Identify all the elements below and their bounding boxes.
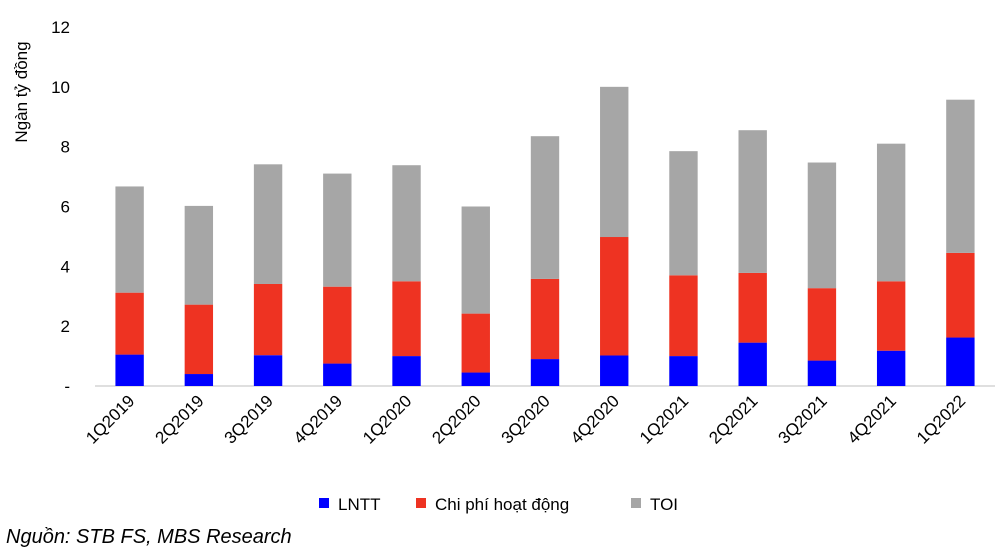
x-tick-label: 1Q2019 bbox=[82, 391, 138, 447]
bar-segment bbox=[807, 162, 837, 289]
bar-segment bbox=[392, 356, 421, 386]
legend-swatch bbox=[631, 498, 641, 508]
bar-segment bbox=[461, 372, 490, 386]
x-tick-label: 3Q2021 bbox=[775, 391, 831, 447]
bar-segment bbox=[807, 288, 837, 361]
bar-segment bbox=[184, 304, 214, 375]
bar-segment bbox=[669, 356, 698, 386]
x-tick-label: 2Q2019 bbox=[151, 391, 207, 447]
bar-segment bbox=[115, 186, 144, 293]
x-tick-label: 3Q2020 bbox=[498, 391, 554, 447]
bar-segment bbox=[876, 350, 906, 386]
x-tick-label: 3Q2019 bbox=[221, 391, 277, 447]
bar-segment bbox=[946, 252, 975, 338]
bar-segment bbox=[323, 363, 352, 386]
bar-segment bbox=[738, 130, 767, 273]
bar-segment bbox=[876, 143, 906, 282]
bar-segment bbox=[600, 237, 629, 356]
bar-segment bbox=[323, 173, 352, 287]
x-tick-label: 1Q2021 bbox=[636, 391, 692, 447]
bar-segment bbox=[876, 281, 906, 351]
bar-segment bbox=[738, 342, 767, 386]
bar-segment bbox=[461, 206, 490, 314]
source-note: Nguồn: STB FS, MBS Research bbox=[6, 526, 292, 548]
y-tick-label: 4 bbox=[61, 257, 70, 276]
bar-segment bbox=[669, 151, 698, 276]
bar-segment bbox=[392, 165, 421, 282]
bar-segment bbox=[323, 286, 352, 364]
x-tick-label: 2Q2021 bbox=[705, 391, 761, 447]
y-tick-label: 6 bbox=[61, 198, 70, 217]
legend-label: TOI bbox=[650, 495, 678, 514]
bar-segment bbox=[946, 337, 975, 386]
y-tick-label: 10 bbox=[51, 78, 70, 97]
bar-segment bbox=[253, 164, 283, 284]
bar-segment bbox=[738, 272, 767, 343]
y-tick-label: 2 bbox=[61, 317, 70, 336]
x-axis-ticks: 1Q2019 2Q2019 3Q2019 4Q2019 1Q2020 2Q2020 3Q20… bbox=[82, 391, 969, 447]
bar-segment bbox=[600, 86, 629, 238]
bar-segment bbox=[600, 355, 629, 386]
bar-segment bbox=[253, 283, 283, 356]
legend-swatch bbox=[416, 498, 426, 508]
legend: LNTT Chi phí hoạt động TOI bbox=[319, 495, 678, 514]
x-tick-label: 1Q2022 bbox=[913, 391, 969, 447]
x-tick-label: 1Q2020 bbox=[359, 391, 415, 447]
y-tick-label: - bbox=[64, 377, 70, 396]
bars-layer bbox=[115, 86, 975, 386]
bar-segment bbox=[184, 374, 214, 386]
bar-segment bbox=[946, 99, 975, 253]
x-tick-label: 4Q2021 bbox=[844, 391, 900, 447]
bar-segment bbox=[461, 313, 490, 373]
bar-segment bbox=[530, 136, 560, 279]
bar-segment bbox=[530, 278, 560, 360]
bar-segment bbox=[530, 359, 560, 386]
y-tick-label: 8 bbox=[61, 138, 70, 157]
bar-segment bbox=[807, 360, 837, 386]
x-tick-label: 2Q2020 bbox=[428, 391, 484, 447]
bar-segment bbox=[669, 275, 698, 357]
y-axis-label: Ngàn tỷ đồng bbox=[12, 41, 31, 142]
legend-label: Chi phí hoạt động bbox=[435, 495, 569, 514]
bar-segment bbox=[115, 292, 144, 355]
bar-segment bbox=[184, 205, 214, 305]
y-axis-ticks: - 2 4 6 8 10 12 bbox=[51, 18, 70, 396]
bar-segment bbox=[392, 281, 421, 357]
bar-segment bbox=[253, 355, 283, 386]
bar-segment bbox=[115, 354, 144, 386]
y-tick-label: 12 bbox=[51, 18, 70, 37]
legend-swatch bbox=[319, 498, 329, 508]
x-tick-label: 4Q2019 bbox=[290, 391, 346, 447]
legend-label: LNTT bbox=[338, 495, 381, 514]
x-tick-label: 4Q2020 bbox=[567, 391, 623, 447]
